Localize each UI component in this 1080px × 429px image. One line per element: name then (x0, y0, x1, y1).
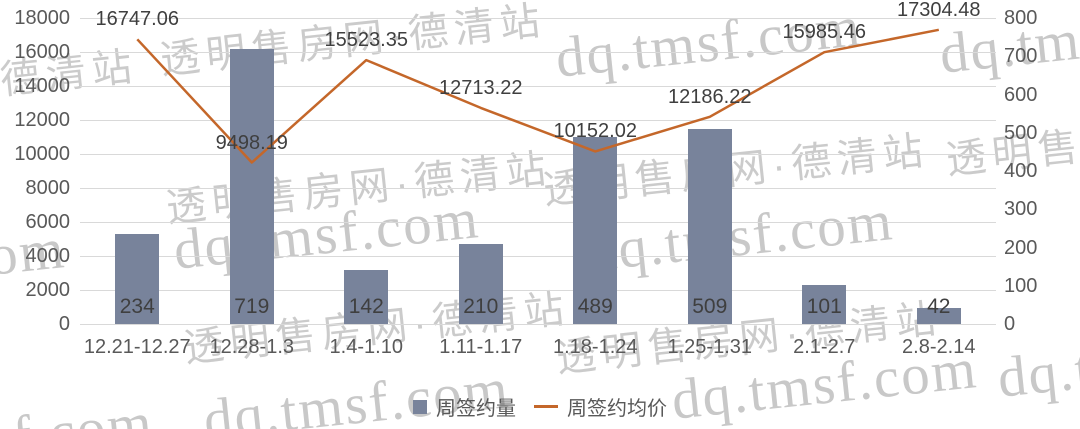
bar (229, 48, 274, 324)
bar-value-label: 719 (234, 295, 270, 318)
gridline (80, 85, 996, 87)
y-axis-right-tick-label: 600 (1004, 83, 1038, 106)
y-axis-right-tick-label: 0 (1004, 313, 1016, 335)
y-axis-right-tick-label: 800 (1004, 7, 1038, 29)
y-axis-left-tick-label: 0 (58, 313, 70, 335)
y-axis-left-tick-label: 10000 (14, 143, 70, 165)
line-point-label: 12186.22 (668, 85, 752, 108)
bar (344, 269, 389, 324)
line-point-label: 15985.46 (782, 21, 866, 44)
line-point-label: 12713.22 (439, 76, 523, 99)
y-axis-left-tick-label: 8000 (25, 177, 71, 199)
x-axis-category-label: 2.8-2.14 (902, 336, 976, 358)
x-axis-category-label: 1.11-1.17 (439, 336, 523, 358)
gridline (80, 221, 996, 223)
bar-value-label: 234 (119, 295, 155, 318)
bar (687, 129, 732, 324)
bar-value-label: 142 (348, 295, 384, 318)
y-axis-left-tick-label: 12000 (14, 109, 70, 131)
line-point-label: 16747.06 (95, 8, 179, 31)
y-axis-left-tick-label: 14000 (14, 75, 70, 97)
bar-value-label: 509 (692, 295, 728, 318)
y-axis-left-tick-label: 6000 (25, 211, 71, 233)
legend-line-swatch-icon (534, 405, 558, 408)
gridline (80, 153, 996, 155)
line-point-label: 17304.48 (897, 0, 981, 21)
y-axis-right-tick-label: 400 (1004, 160, 1038, 182)
gridline (80, 51, 996, 53)
bar (802, 285, 847, 324)
bar-value-label: 42 (927, 295, 951, 318)
x-axis-category-label: 1.18-1.24 (552, 336, 638, 358)
x-axis-category-label: 1.4-1.10 (329, 336, 403, 358)
gridline (80, 289, 996, 291)
legend: 周签约量 周签约均价 (0, 392, 1080, 421)
y-axis-left-tick-label: 16000 (14, 41, 70, 63)
y-axis-right-tick-label: 300 (1004, 198, 1038, 221)
legend-line-label: 周签约均价 (567, 398, 667, 420)
gridline (80, 255, 996, 257)
y-axis-right-tick-label: 500 (1004, 121, 1038, 144)
line-point-label: 9498.19 (215, 131, 288, 154)
legend-bar-swatch-icon (413, 399, 427, 414)
y-axis-right-tick-label: 700 (1004, 45, 1038, 68)
y-axis-left-tick-label: 2000 (25, 279, 71, 301)
bar (115, 234, 160, 324)
legend-bar-label: 周签约量 (436, 398, 516, 420)
x-axis-category-label: 12.21-12.27 (83, 336, 191, 358)
bar-value-label: 210 (463, 295, 499, 318)
gridline (80, 323, 996, 325)
gridline (80, 119, 996, 121)
bar (458, 243, 503, 324)
bar (916, 307, 961, 324)
x-axis-category-label: 12.28-1.3 (209, 336, 294, 358)
y-axis-left-tick-label: 18000 (14, 7, 70, 29)
gridline (80, 17, 996, 19)
y-axis-left-tick-label: 4000 (25, 245, 71, 267)
gridline (80, 187, 996, 189)
price-line (136, 28, 940, 164)
y-axis-right-tick-label: 100 (1004, 274, 1038, 297)
bar-value-label: 101 (806, 295, 842, 318)
line-point-label: 15523.35 (324, 29, 408, 52)
x-axis-category-label: 2.1-2.7 (793, 336, 856, 358)
bar-value-label: 489 (577, 295, 613, 318)
y-axis-right-tick-label: 200 (1004, 236, 1038, 259)
line-point-label: 10152.02 (553, 120, 637, 143)
x-axis-category-label: 1.25-1.31 (667, 336, 752, 358)
bar (573, 136, 618, 324)
